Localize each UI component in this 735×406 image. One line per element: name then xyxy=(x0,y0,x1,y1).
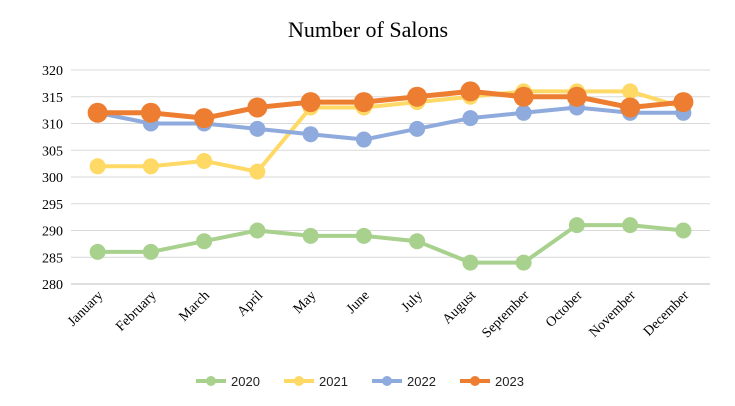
data-point xyxy=(196,233,213,250)
legend-label: 2023 xyxy=(495,374,524,389)
chart-title: Number of Salons xyxy=(288,17,448,42)
legend-label: 2021 xyxy=(319,374,348,389)
data-point xyxy=(140,102,161,123)
x-tick-label: December xyxy=(641,288,693,340)
data-point xyxy=(247,97,268,118)
x-tick-label: September xyxy=(480,288,533,341)
x-tick-label: October xyxy=(543,288,586,331)
data-point xyxy=(409,233,426,250)
data-point xyxy=(302,227,319,244)
data-point xyxy=(355,131,372,148)
legend-label: 2020 xyxy=(231,374,260,389)
data-point xyxy=(89,158,106,175)
series-2023 xyxy=(87,81,694,129)
legend-marker xyxy=(470,376,480,386)
data-point xyxy=(89,243,106,260)
data-point xyxy=(675,222,692,239)
legend-item: 2021 xyxy=(284,374,348,389)
legend-item: 2020 xyxy=(196,374,260,389)
data-point xyxy=(300,92,321,113)
data-point xyxy=(353,92,374,113)
series-line xyxy=(95,105,686,142)
data-point xyxy=(673,92,694,113)
data-point xyxy=(568,217,585,234)
x-tick-label: April xyxy=(235,288,267,320)
x-tick-label: November xyxy=(587,288,640,341)
x-tick-label: June xyxy=(344,288,373,317)
x-tick-label: February xyxy=(113,288,159,334)
y-tick-label: 310 xyxy=(42,118,63,133)
data-point xyxy=(142,243,159,260)
data-point xyxy=(620,97,641,118)
y-tick-label: 320 xyxy=(42,64,63,79)
x-tick-label: January xyxy=(65,288,106,329)
data-point xyxy=(462,110,479,127)
data-point xyxy=(194,108,215,129)
x-tick-label: May xyxy=(291,288,320,317)
y-tick-label: 315 xyxy=(42,91,63,106)
legend-marker xyxy=(382,376,392,386)
data-point xyxy=(409,120,426,137)
data-point xyxy=(249,222,266,239)
data-point xyxy=(515,254,532,271)
legend-marker xyxy=(294,376,304,386)
data-point xyxy=(249,120,266,137)
y-tick-label: 295 xyxy=(42,198,63,213)
data-point xyxy=(566,86,587,107)
data-point xyxy=(87,102,108,123)
data-point xyxy=(355,227,372,244)
data-point xyxy=(462,254,479,271)
legend-item: 2023 xyxy=(460,374,524,389)
data-point xyxy=(515,104,532,121)
y-tick-label: 290 xyxy=(42,225,63,240)
legend-label: 2022 xyxy=(407,374,436,389)
series-line xyxy=(95,223,686,265)
series-layer xyxy=(87,81,694,271)
legend-marker xyxy=(206,376,216,386)
data-point xyxy=(142,158,159,175)
x-tick-label: March xyxy=(177,288,213,324)
data-point xyxy=(622,217,639,234)
y-tick-label: 305 xyxy=(42,144,63,159)
y-axis-tick-labels: 280 285 290 295 300 305 310 315 320 xyxy=(42,64,63,293)
y-tick-label: 300 xyxy=(42,171,63,186)
x-axis-tick-labels: January February March April May June July Augu… xyxy=(65,288,692,341)
data-point xyxy=(249,163,266,180)
y-tick-label: 285 xyxy=(42,251,63,266)
series-line xyxy=(95,89,686,174)
legend: 2020 2021 2022 2023 xyxy=(196,374,524,389)
data-point xyxy=(302,126,319,143)
y-tick-label: 280 xyxy=(42,278,63,293)
data-point xyxy=(407,86,428,107)
data-point xyxy=(460,81,481,102)
x-tick-label: August xyxy=(440,288,479,327)
data-point xyxy=(196,152,213,169)
data-point xyxy=(622,83,639,100)
x-tick-label: July xyxy=(399,288,426,315)
data-point xyxy=(513,86,534,107)
legend-item: 2022 xyxy=(372,374,436,389)
series-2020 xyxy=(89,217,692,271)
